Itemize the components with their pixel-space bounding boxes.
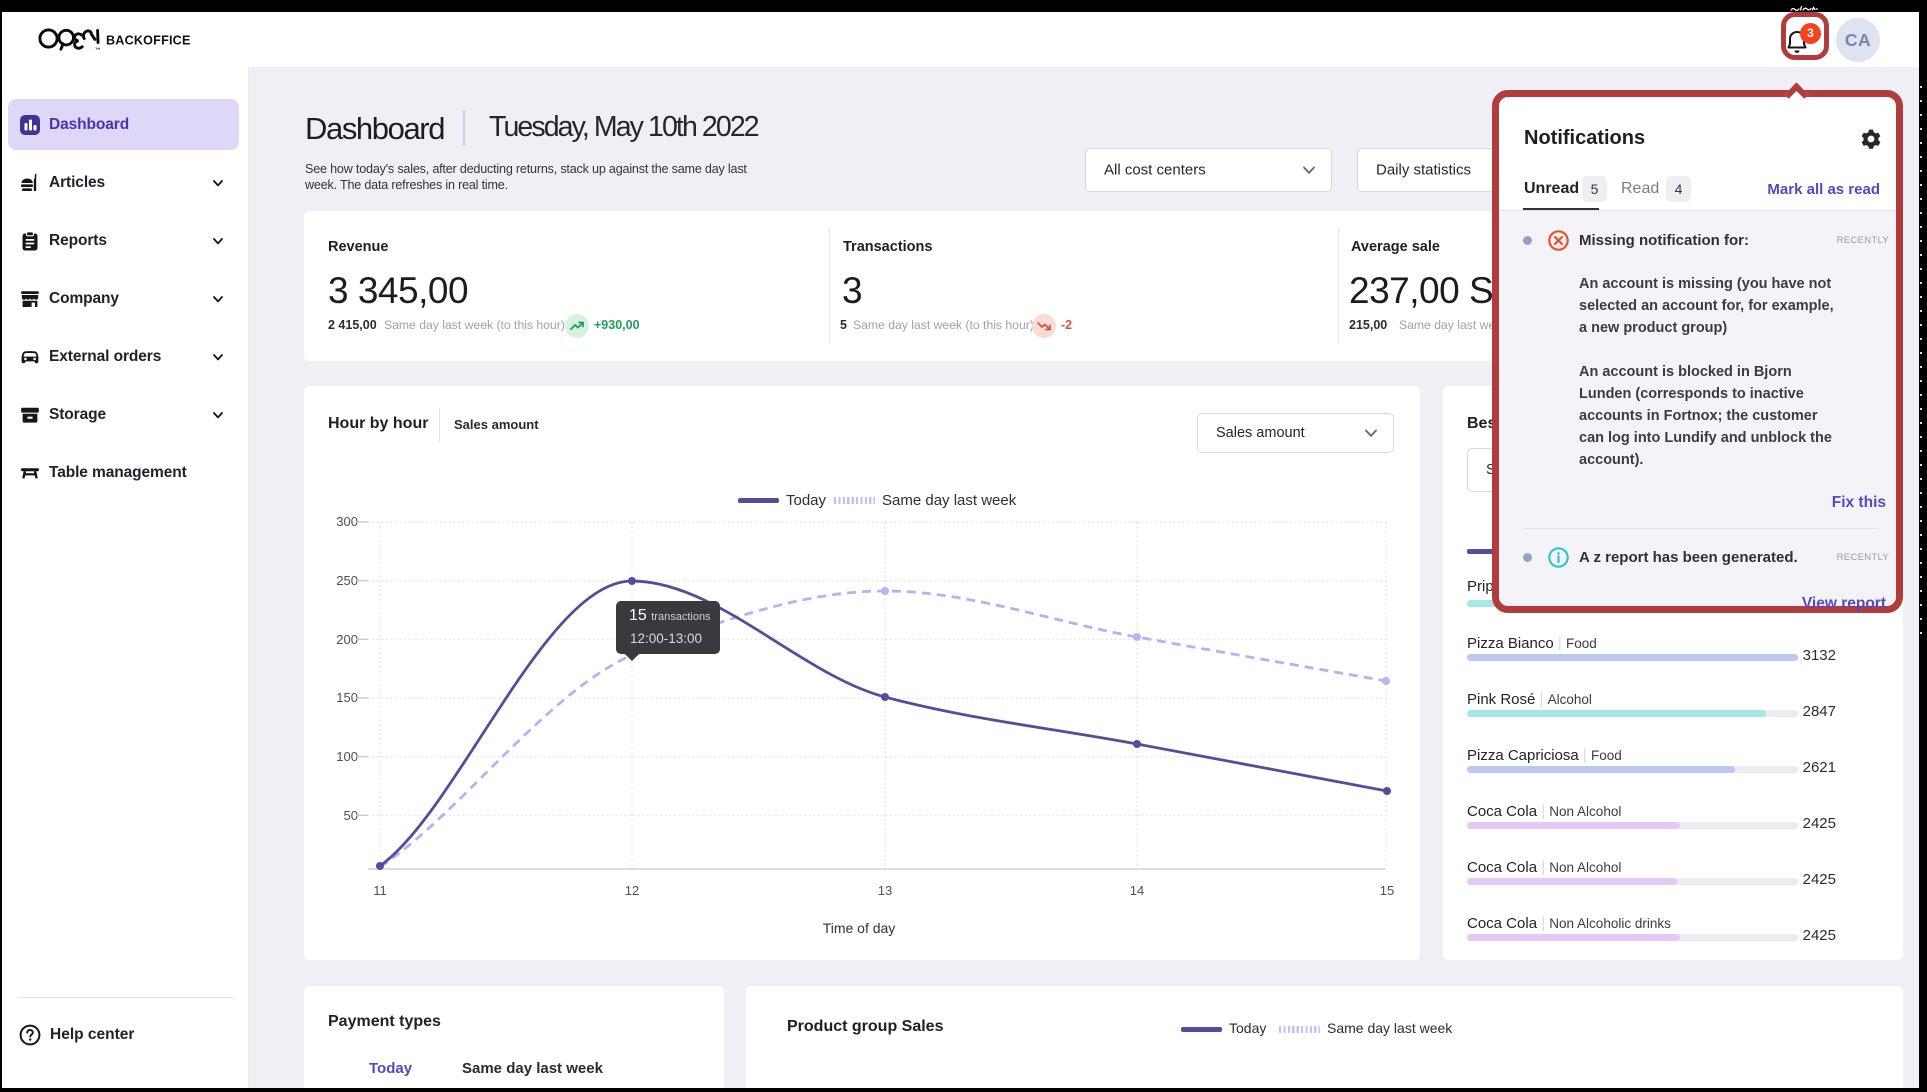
svg-text:BACKOFFICE: BACKOFFICE [106, 34, 191, 48]
svg-text:™: ™ [95, 48, 101, 54]
